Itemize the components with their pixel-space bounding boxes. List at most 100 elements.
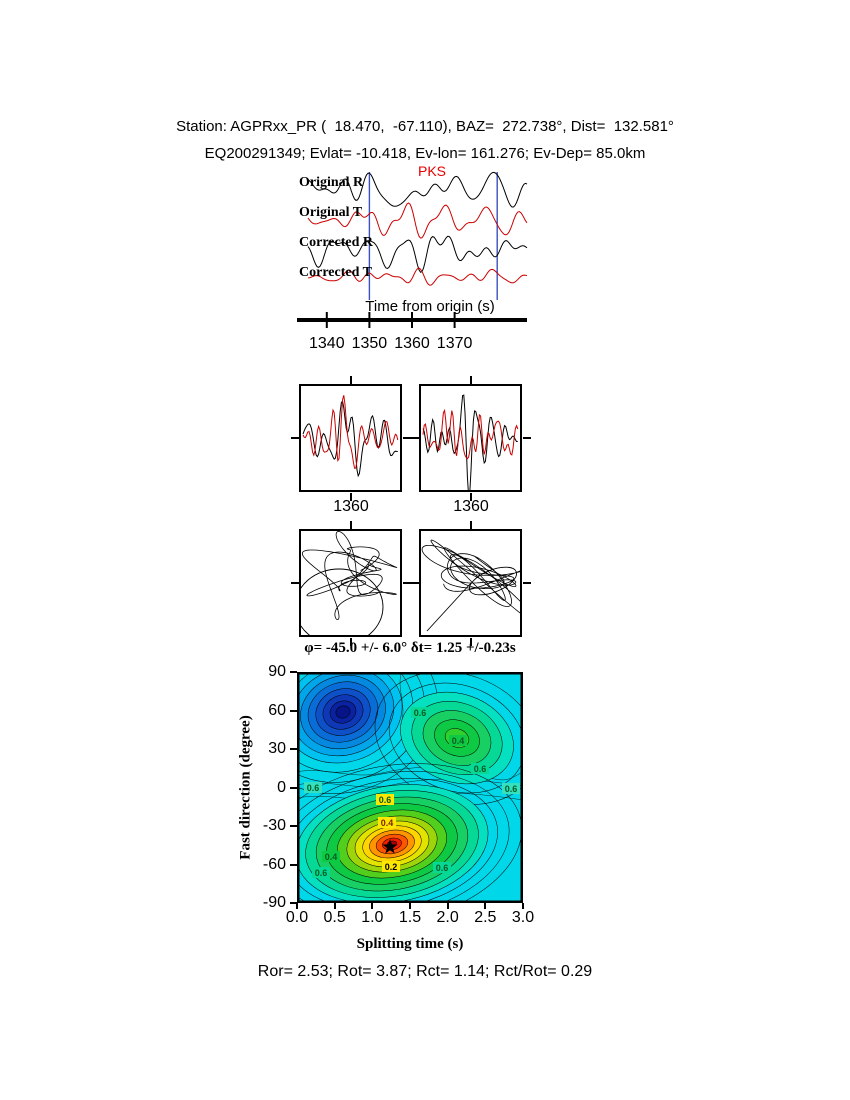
y-tick-label: -60 [262, 855, 286, 873]
box-tick [350, 521, 352, 529]
x-axis-tick [333, 903, 336, 909]
window-right-tick-label: 1360 [453, 498, 489, 515]
windowed-waveform-box-original [299, 384, 402, 492]
x-axis-tick [409, 903, 411, 909]
trace-label-corrected-r: Corrected R [299, 235, 374, 250]
contour-label-box [449, 735, 467, 746]
splitting-result-title: φ= -45.0 +/- 6.0° δt= 1.25 +/-0.23s [304, 640, 516, 656]
contour-label-box [304, 782, 322, 793]
box-tick [403, 582, 411, 584]
window-left-tick-label: 1360 [333, 498, 369, 515]
trace-label-original-t: Original T [299, 205, 363, 220]
x-axis-tick [296, 903, 298, 909]
time-tick-label: 1350 [352, 335, 388, 352]
box-tick [523, 582, 531, 584]
contour-ylabel: Fast direction (degree) [237, 715, 254, 860]
contour-label: 0.6 [315, 868, 328, 878]
x-tick-label: 1.5 [398, 909, 422, 926]
trace-label-original-r: Original R [299, 175, 364, 190]
contour-label: 0.2 [385, 862, 398, 872]
contour-ylabel-wrap: Fast direction (degree) [236, 672, 256, 903]
contour-label-box [433, 862, 451, 873]
x-tick-label: 1.0 [361, 909, 384, 926]
y-tick-label: 30 [268, 740, 286, 757]
box-tick [470, 521, 472, 529]
particle-motion-path [421, 539, 520, 614]
windowed-trace [302, 400, 398, 478]
waveform-traces-group: 1340 1350 1360 1370 [307, 171, 528, 352]
box-tick [350, 638, 352, 646]
x-axis-tick [522, 903, 524, 909]
time-tick-label: 1370 [437, 335, 473, 352]
y-axis-tick [290, 671, 297, 673]
time-tick-label: 1360 [394, 335, 430, 352]
contour-label-box [382, 861, 400, 872]
contour-label-box [471, 763, 489, 774]
x-tick-label: 0.0 [285, 909, 309, 926]
box-tick [470, 493, 472, 501]
particle-motion-box-corrected [419, 529, 522, 637]
particle-motion-loop [301, 568, 384, 635]
seismogram-trace [307, 267, 528, 286]
contour-label-box [502, 783, 520, 794]
box-tick [523, 437, 531, 439]
seismogram-trace [307, 202, 528, 239]
waveform-panel: 1340 1350 1360 1370 Original R Original T C… [297, 163, 528, 352]
event-info-line: EQ200291349; Evlat= -10.418, Ev-lon= 161… [204, 145, 646, 162]
box-tick [411, 437, 419, 439]
contour-label: 0.6 [474, 764, 487, 774]
contour-line [297, 778, 498, 903]
quality-metrics-line: Ror= 2.53; Rot= 3.87; Rct= 1.14; Rct/Rot… [257, 963, 593, 980]
y-axis-tick [290, 748, 297, 750]
box-tick [470, 638, 472, 646]
box-tick [291, 582, 299, 584]
contour-band [335, 705, 351, 719]
contour-label: 0.6 [414, 708, 427, 718]
energy-contour-map: 0.6 0.4 0.6 0.6 0.6 0.6 0.4 0.2 0.4 0.6 0.6 [297, 672, 523, 903]
trace-label-corrected-t: Corrected T [299, 265, 373, 280]
particle-motion-corrected [421, 539, 520, 632]
windowed-waveforms-corrected [422, 394, 519, 490]
y-tick-label: 0 [277, 778, 286, 796]
best-fit-star [382, 839, 398, 854]
windowed-waveforms-original [302, 395, 399, 478]
y-tick-label: -90 [262, 894, 286, 911]
contour-label: 0.4 [381, 818, 394, 828]
contour-label: 0.6 [307, 783, 320, 793]
station-info-line: Station: AGPRxx_PR ( 18.470, -67.110), B… [176, 118, 674, 135]
y-tick-label: -30 [262, 817, 286, 834]
contour-label: 0.6 [436, 863, 449, 873]
contour-label-box [376, 794, 394, 805]
contour-label-box [322, 851, 340, 862]
box-tick [350, 493, 352, 501]
x-tick-label: 2.5 [474, 909, 497, 926]
x-axis-tick [484, 903, 487, 909]
box-tick [350, 376, 352, 384]
particle-motion-box-original [299, 529, 402, 637]
y-axis-tick [290, 863, 297, 866]
seismogram-trace [307, 171, 528, 208]
contour-xlabel: Splitting time (s) [356, 936, 464, 952]
contour-label-box [411, 707, 429, 718]
box-tick [291, 437, 299, 439]
contour-label: 0.6 [505, 784, 518, 794]
y-axis-tick [290, 786, 297, 789]
y-tick-label: 60 [268, 701, 286, 719]
contour-line [297, 672, 414, 773]
contour-line [297, 771, 510, 903]
x-axis-tick [371, 903, 374, 909]
x-tick-label: 2.0 [436, 909, 459, 926]
contour-label-box [312, 867, 330, 878]
phase-arrival-label: PKS [418, 163, 446, 179]
time-axis-title: Time from origin (s) [365, 298, 494, 315]
contour-label: 0.4 [452, 736, 465, 746]
x-tick-label: 3.0 [511, 909, 535, 926]
windowed-trace [422, 408, 519, 460]
x-tick-label: 0.5 [323, 909, 346, 926]
contour-label-box [378, 817, 396, 828]
seismogram-trace [307, 235, 528, 273]
contour-frame [297, 672, 523, 903]
y-axis-tick [290, 709, 297, 712]
y-tick-label: 90 [268, 663, 286, 680]
